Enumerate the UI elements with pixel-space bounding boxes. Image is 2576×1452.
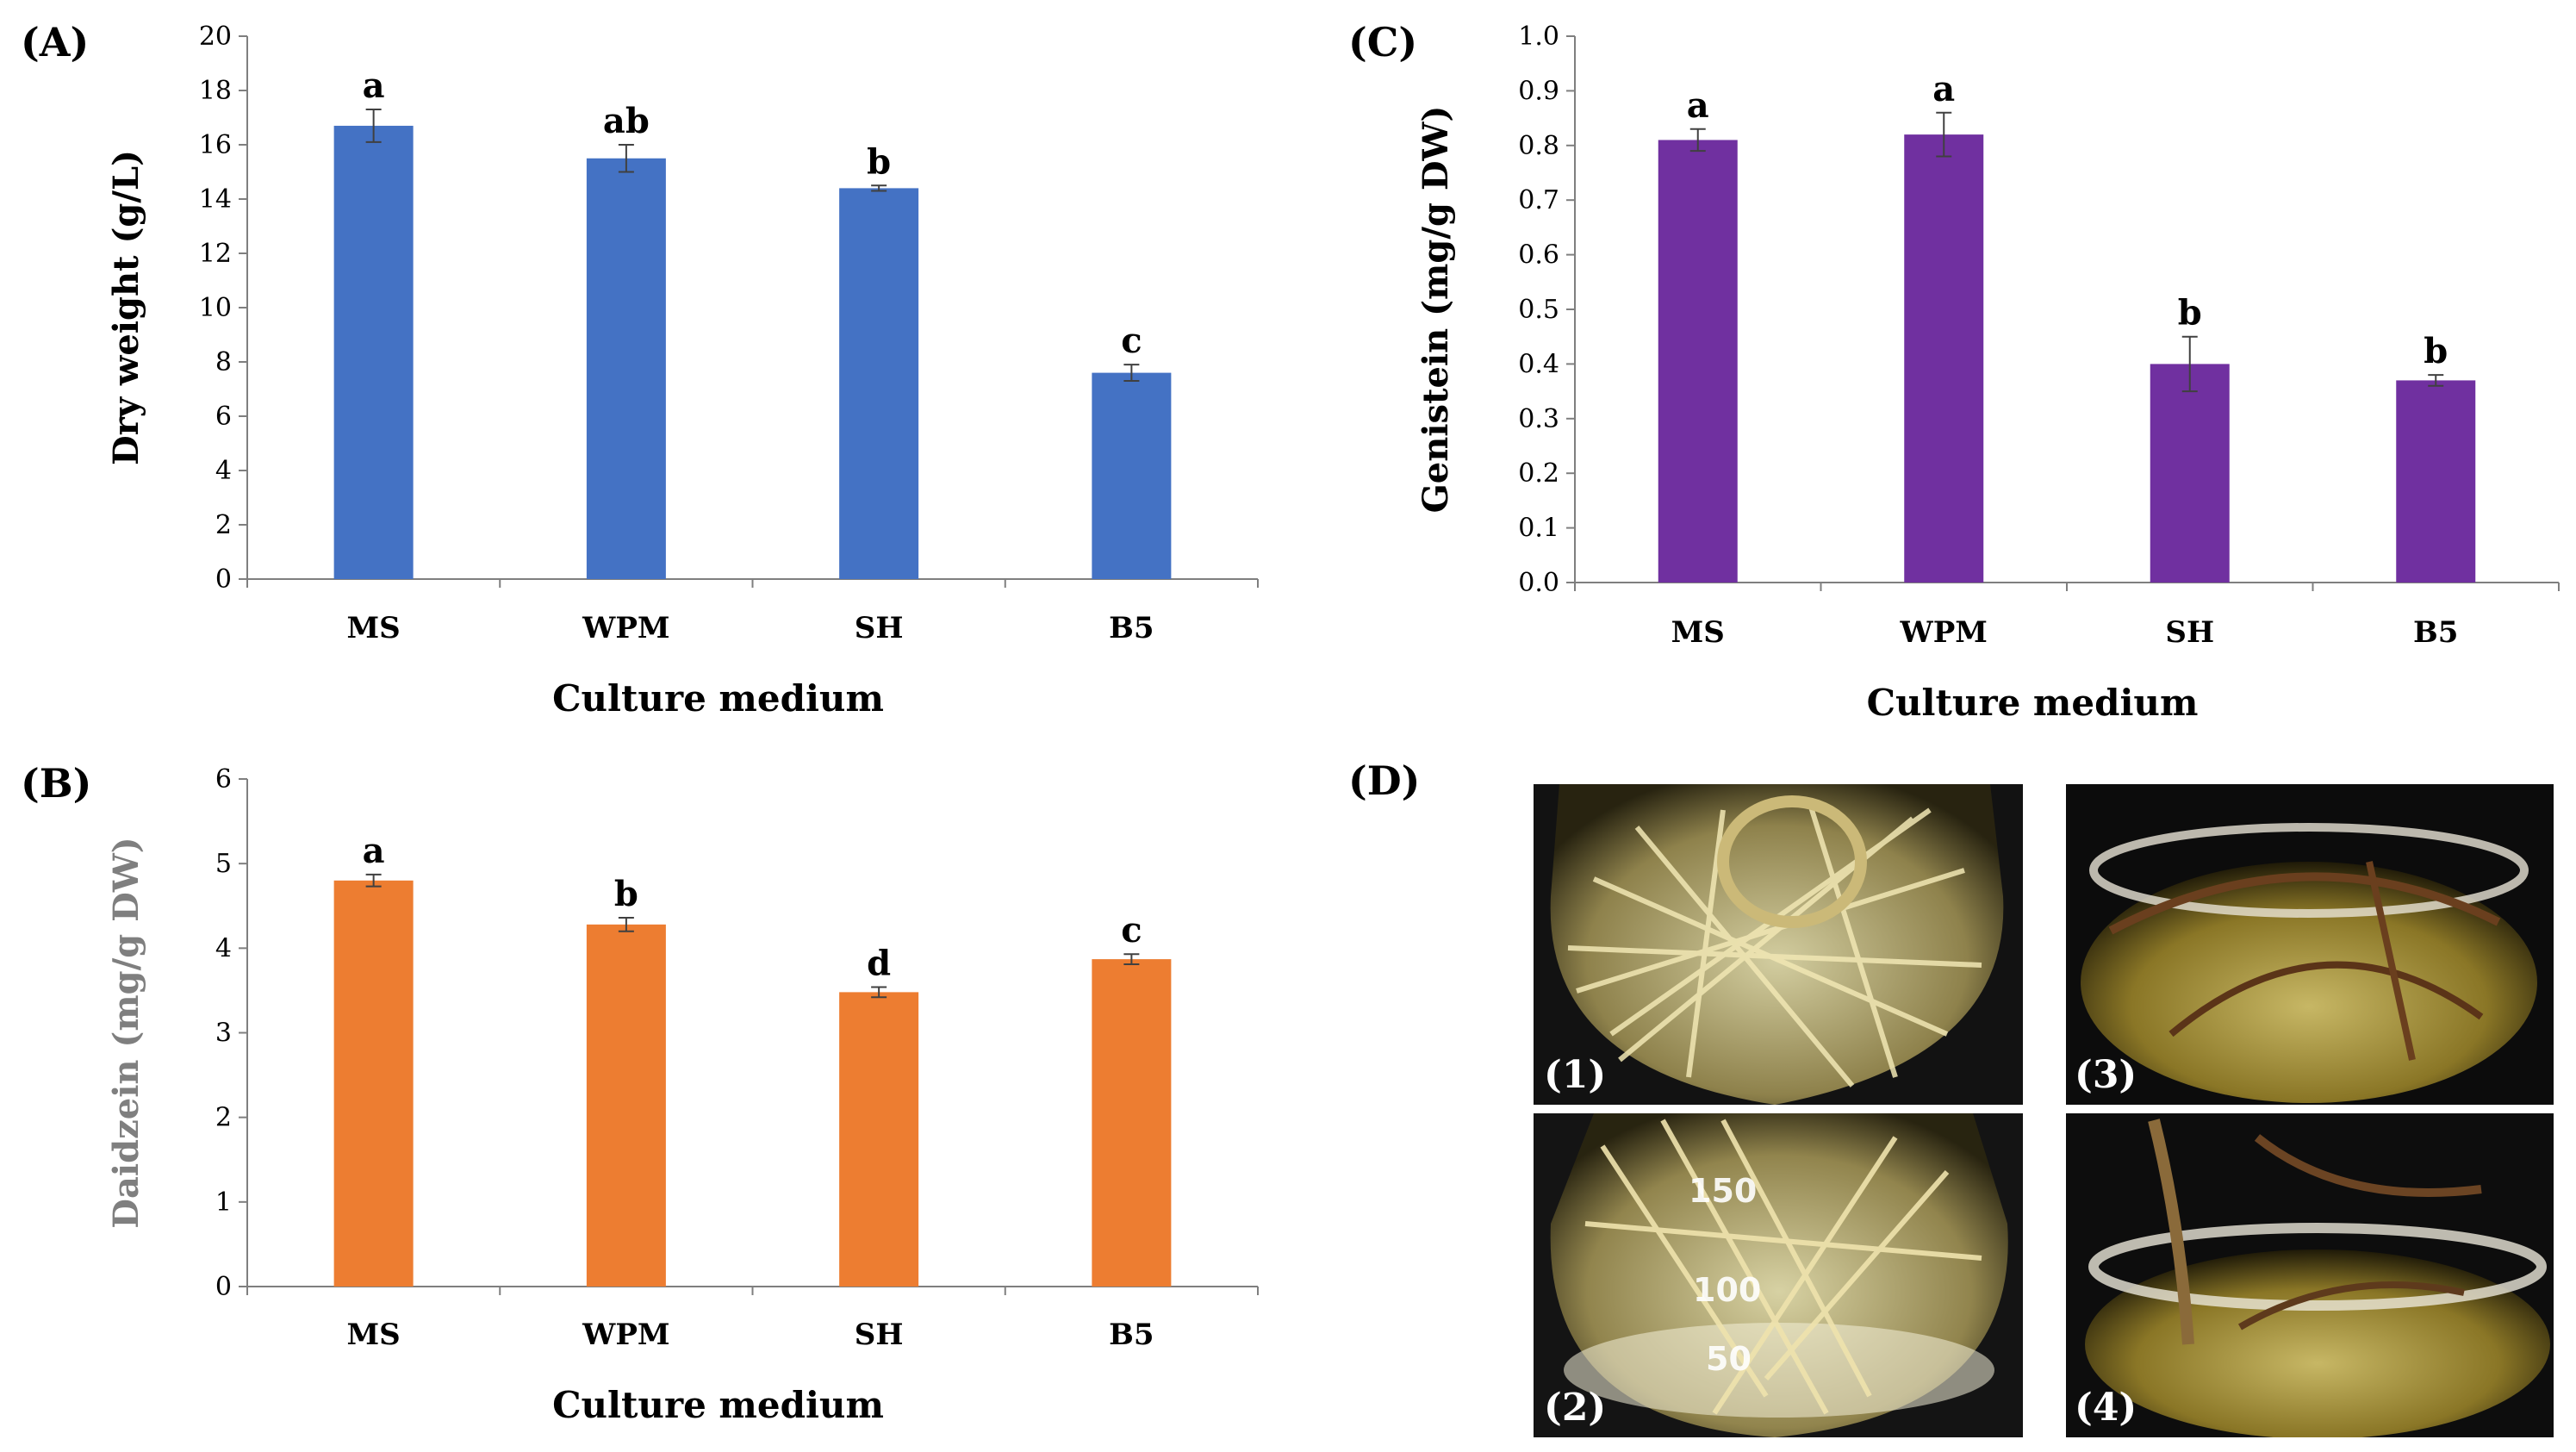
panel-label: (B): [21, 760, 91, 807]
photo-1: [1534, 784, 2023, 1105]
y-tick-label: 14: [199, 184, 232, 215]
y-tick-label: 0: [215, 564, 232, 595]
y-tick-label: 0.5: [1518, 295, 1559, 325]
category-label: WPM: [582, 611, 669, 645]
y-tick-label: 0.1: [1518, 514, 1559, 544]
y-tick-label: 2: [215, 1103, 232, 1133]
y-tick-label: 6: [215, 402, 232, 432]
photo-3: [2066, 784, 2554, 1105]
y-tick-label: 16: [199, 130, 232, 160]
category-label: SH: [855, 611, 904, 645]
significance-label: b: [867, 141, 891, 182]
photo-label-1: (1): [1544, 1053, 1606, 1097]
y-tick-label: 20: [199, 22, 232, 52]
y-tick-label: 0.6: [1518, 240, 1559, 271]
y-tick-label: 0.2: [1518, 458, 1559, 489]
photo-label-3: (3): [2075, 1053, 2137, 1097]
significance-label: b: [2178, 293, 2202, 333]
flask-mark-50: 50: [1706, 1340, 1752, 1378]
y-tick-label: 18: [199, 76, 232, 106]
category-label: WPM: [1900, 615, 1988, 650]
y-tick-label: 0.3: [1518, 404, 1559, 434]
x-axis-title: Culture medium: [552, 1384, 884, 1426]
significance-label: ab: [603, 101, 650, 141]
panel-D-photos: (D): [1348, 757, 2554, 1437]
significance-label: b: [614, 874, 638, 914]
significance-label: c: [1121, 910, 1142, 950]
bar-ms: [333, 880, 414, 1287]
y-tick-label: 12: [199, 239, 232, 269]
y-tick-label: 0.9: [1518, 76, 1559, 106]
panel-label: (C): [1348, 19, 1417, 65]
category-label: B5: [1109, 1318, 1154, 1352]
chart-A: (A) 0 2 4 6 8 10 12 14 16 18 20 a MS ab WPM b SH c B5 Cultur…: [21, 19, 1259, 720]
bar-wpm: [586, 158, 666, 579]
y-tick-label: 0: [215, 1272, 232, 1302]
category-label: MS: [347, 1318, 401, 1352]
x-axis-title: Culture medium: [552, 677, 884, 720]
y-axis-title: Genistein (mg/g DW): [1416, 106, 1456, 514]
bar-ms: [333, 125, 414, 579]
bar-wpm: [1904, 134, 1984, 583]
significance-label: a: [363, 65, 385, 106]
bar-ms: [1658, 140, 1738, 583]
significance-label: b: [2424, 331, 2448, 371]
significance-label: a: [1687, 85, 1709, 126]
bar-b5: [2396, 380, 2476, 583]
y-tick-label: 8: [215, 347, 232, 377]
y-tick-label: 1.0: [1518, 22, 1559, 52]
y-axis-title: Dry weight (g/L): [106, 150, 146, 465]
bar-wpm: [586, 924, 666, 1287]
bar-b5: [1092, 959, 1172, 1287]
y-tick-label: 0.0: [1518, 568, 1559, 598]
photo-2: 150 100 50: [1534, 1113, 2023, 1437]
significance-label: c: [1121, 321, 1142, 361]
significance-label: d: [867, 943, 891, 983]
y-tick-label: 0.8: [1518, 131, 1559, 161]
bar-b5: [1092, 372, 1172, 579]
y-tick-label: 0.4: [1518, 349, 1559, 379]
y-tick-label: 3: [215, 1019, 232, 1049]
y-tick-label: 6: [215, 764, 232, 795]
flask-mark-100: 100: [1693, 1271, 1761, 1309]
y-tick-label: 0.7: [1518, 185, 1559, 215]
significance-label: a: [1932, 69, 1955, 109]
photo-4: [2066, 1113, 2554, 1437]
y-axis-title: Daidzein (mg/g DW): [106, 837, 146, 1228]
bar-sh: [839, 992, 919, 1287]
category-label: MS: [347, 611, 401, 645]
category-label: SH: [2165, 615, 2214, 650]
x-axis-title: Culture medium: [1867, 682, 2199, 724]
category-label: B5: [2413, 615, 2458, 650]
category-label: B5: [1109, 611, 1154, 645]
panel-label-D: (D): [1348, 757, 1420, 804]
chart-B: (B) 0 1 2 3 4 5 6 a MS b WPM d SH c B5 Culture medium Dai…: [21, 760, 1259, 1426]
bar-sh: [839, 188, 919, 579]
flask-mark-150: 150: [1689, 1172, 1757, 1210]
photo-label-4: (4): [2075, 1386, 2137, 1430]
category-label: SH: [855, 1318, 904, 1352]
significance-label: a: [363, 831, 385, 871]
y-tick-label: 10: [199, 293, 232, 323]
category-label: MS: [1671, 615, 1725, 650]
bar-sh: [2150, 364, 2230, 583]
category-label: WPM: [582, 1318, 669, 1352]
chart-C: (C) 0.0 0.1 0.2 0.3 0.4 0.5 0.6 0.7 0.8 0.9 1.0 a MS a…: [1348, 19, 2560, 724]
y-tick-label: 5: [215, 849, 232, 879]
y-tick-label: 2: [215, 510, 232, 540]
photo-label-2: (2): [1544, 1386, 1606, 1430]
y-tick-label: 1: [215, 1187, 232, 1218]
y-tick-label: 4: [215, 933, 232, 963]
y-tick-label: 4: [215, 456, 232, 486]
panel-label: (A): [21, 19, 89, 65]
